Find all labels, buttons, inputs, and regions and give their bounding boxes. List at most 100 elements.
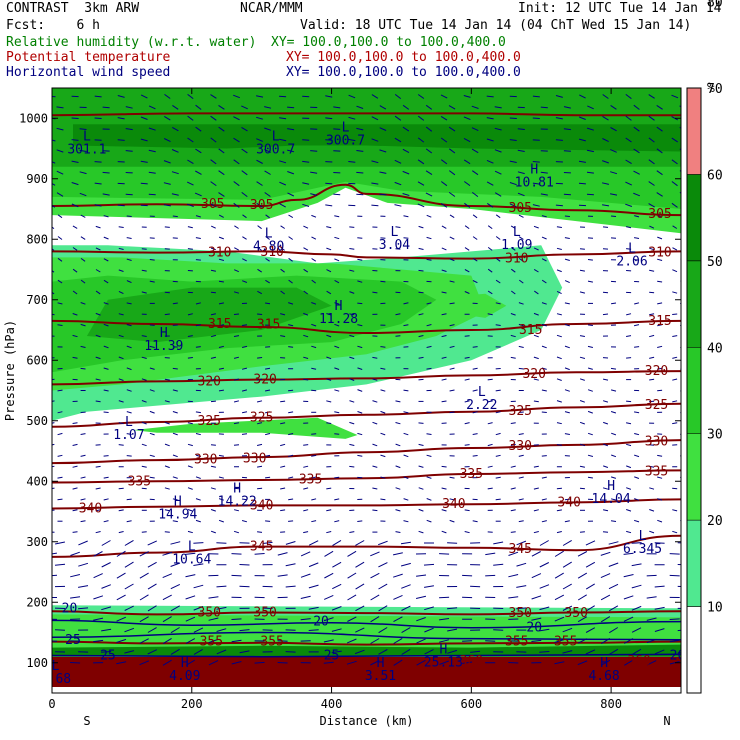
wind-vector [102, 106, 110, 109]
extremum-value: 2.06 [616, 254, 647, 269]
wind-vector [185, 595, 196, 600]
wind-vector [579, 421, 585, 425]
wind-vector [95, 269, 101, 273]
contour-label: 305 [509, 201, 532, 216]
wind-vector [380, 410, 386, 414]
wind-vector [541, 476, 547, 479]
wind-vector [510, 531, 516, 533]
wind-vector [79, 171, 87, 175]
wind-vector [349, 443, 355, 446]
wind-vector [447, 628, 458, 632]
extremum-marker: H [607, 479, 615, 494]
wind-vector [349, 421, 355, 425]
wind-vector [172, 498, 178, 501]
wind-vector [118, 356, 124, 360]
wind-vector [656, 192, 663, 197]
wind-vector [625, 203, 633, 207]
wind-vector [71, 139, 79, 141]
wind-vector [334, 389, 340, 392]
wind-vector [233, 202, 240, 208]
contour-label: 325 [198, 414, 221, 429]
wind-vector [485, 552, 496, 556]
wind-vector [518, 323, 524, 327]
wind-vector [116, 572, 126, 579]
wind-vector [648, 115, 655, 121]
wind-vector [556, 226, 562, 228]
wind-vector [510, 225, 516, 229]
wind-vector [577, 572, 588, 579]
wind-vector [93, 617, 104, 621]
wind-vector [495, 389, 501, 392]
wind-vector [311, 433, 317, 435]
wind-vector [52, 422, 55, 424]
wind-vector [348, 161, 356, 163]
wind-vector [554, 616, 565, 622]
wind-vector [326, 226, 332, 229]
wind-vector [52, 378, 55, 381]
wind-vector [126, 455, 132, 457]
wind-vector [231, 553, 242, 555]
wind-vector [288, 454, 294, 457]
wind-vector [264, 411, 271, 414]
wind-vector [141, 378, 147, 381]
wind-vector [603, 421, 609, 425]
wind-vector [587, 280, 594, 283]
wind-vector [170, 583, 181, 590]
wind-vector [379, 171, 387, 174]
wind-vector [164, 531, 170, 533]
wind-vector [162, 616, 172, 623]
wind-vector [164, 378, 170, 381]
wind-vector [149, 476, 155, 479]
wind-vector [448, 170, 456, 176]
extremum-marker: L [188, 540, 196, 555]
wind-vector [326, 313, 332, 316]
wind-vector [72, 290, 78, 295]
wind-vector [257, 465, 263, 468]
wind-vector [486, 159, 494, 164]
wind-vector [417, 181, 425, 186]
wind-vector [218, 148, 225, 154]
wind-vector [441, 400, 447, 403]
wind-vector [625, 422, 632, 425]
wind-vector [556, 509, 562, 512]
wind-vector [265, 236, 270, 240]
wind-vector [372, 443, 378, 447]
wind-vector [540, 193, 548, 196]
wind-vector [79, 192, 87, 197]
wind-vector [311, 498, 317, 501]
theta-isentrope-340 [52, 498, 681, 510]
wind-vector [555, 117, 563, 120]
contour-label: 355 [505, 635, 528, 650]
y-tick-label: 1000 [19, 111, 48, 125]
wind-vector [540, 106, 548, 109]
extremum-value: 1.07 [113, 428, 144, 443]
wind-vector [531, 573, 542, 579]
wind-vector [195, 519, 201, 523]
wind-vector [208, 596, 219, 599]
extremum-marker: L [125, 415, 133, 430]
wind-vector [139, 572, 149, 579]
wind-vector [510, 247, 516, 251]
wind-vector [634, 215, 640, 218]
extremum-marker: L [391, 225, 399, 240]
wind-vector [95, 465, 101, 468]
wind-vector [600, 594, 611, 601]
wind-vector [311, 214, 317, 218]
wind-vector [656, 148, 663, 154]
wind-vector [141, 248, 147, 250]
wind-contour [52, 631, 681, 641]
wind-vector [439, 553, 450, 555]
wind-vector [172, 367, 178, 370]
wind-vector [241, 324, 248, 326]
wind-vector [325, 117, 333, 120]
x-tick-label: 0 [48, 697, 55, 711]
wind-vector [208, 617, 219, 621]
wind-vector [52, 183, 56, 186]
wind-vector [162, 551, 173, 556]
wind-vector [602, 313, 609, 316]
wind-vector [187, 159, 194, 165]
wind-vector [487, 268, 493, 273]
wind-vector [56, 106, 64, 109]
y-tick-label: 200 [26, 595, 48, 609]
wind-vector [539, 562, 550, 568]
